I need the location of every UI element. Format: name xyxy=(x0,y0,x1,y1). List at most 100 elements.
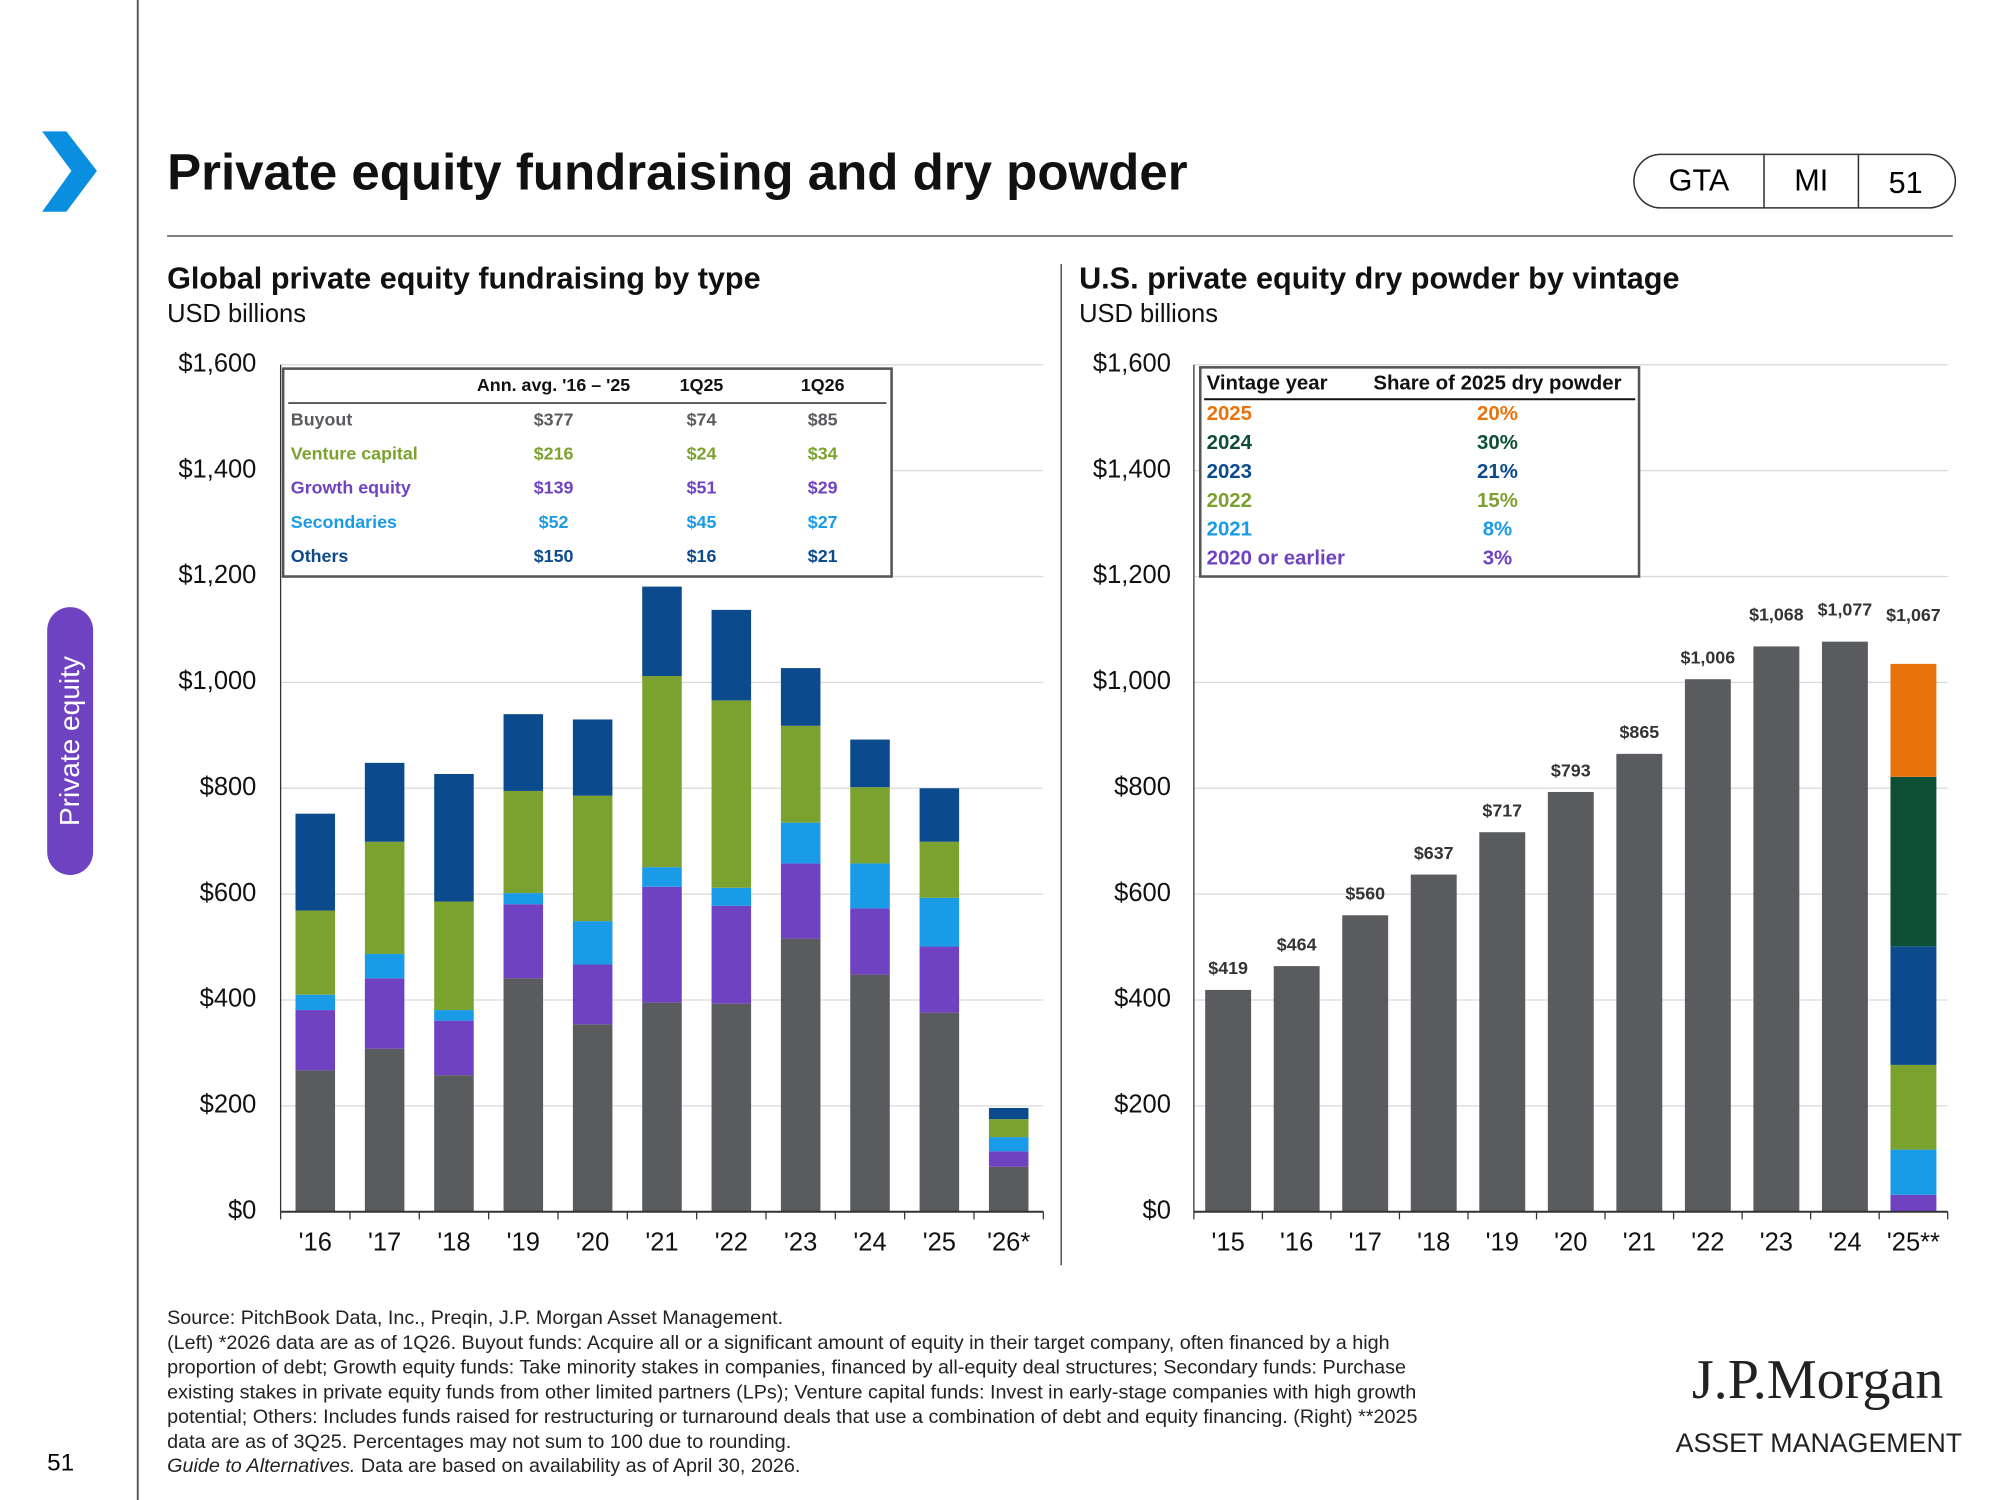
value-label: $1,006 xyxy=(1681,648,1736,668)
share-label: 8% xyxy=(1483,519,1512,541)
value-label: $1,077 xyxy=(1818,600,1873,620)
share-label: 21% xyxy=(1477,461,1518,483)
bar-segment xyxy=(434,773,474,902)
bar-segment xyxy=(1890,663,1937,777)
table-box xyxy=(1198,366,1641,578)
logo-name: J.P.Morgan xyxy=(1692,1349,1944,1411)
legend-label: Buyout xyxy=(291,410,353,430)
bar-segment xyxy=(364,1048,405,1212)
legend-label: 2020 or earlier xyxy=(1207,548,1345,570)
x-tick-label: '21 xyxy=(1623,1228,1656,1256)
bar xyxy=(1479,832,1526,1212)
logo-subtitle: ASSET MANAGEMENT xyxy=(1676,1428,1963,1458)
bar xyxy=(1753,646,1800,1212)
x-tick-label: '16 xyxy=(299,1228,332,1256)
bar-segment xyxy=(364,841,405,954)
bar-segment xyxy=(503,978,544,1212)
bar-segment xyxy=(642,1002,682,1212)
bar xyxy=(1342,915,1389,1212)
bar xyxy=(1205,989,1252,1212)
tag: GTA xyxy=(1669,163,1730,197)
x-tick-label: '24 xyxy=(1828,1228,1861,1256)
table-cell: $24 xyxy=(687,444,717,464)
bar-segment xyxy=(572,964,613,1025)
bar-segment xyxy=(434,1075,474,1212)
bar-segment xyxy=(503,904,544,979)
y-tick-label: $600 xyxy=(200,879,257,907)
bar-segment xyxy=(642,886,682,1003)
x-tick-label: '19 xyxy=(1486,1228,1519,1256)
legend-label: Others xyxy=(291,546,349,566)
bar-segment xyxy=(988,1151,1029,1167)
bar-segment xyxy=(503,893,544,905)
bar-segment xyxy=(364,978,405,1049)
x-tick-label: '26* xyxy=(987,1228,1030,1256)
legend-label: Secondaries xyxy=(291,512,397,532)
bar-segment xyxy=(1890,1064,1937,1150)
x-tick-label: '16 xyxy=(1280,1228,1313,1256)
y-tick-label: $1,200 xyxy=(178,561,256,589)
table-cell: $16 xyxy=(687,546,717,566)
y-tick-label: $1,400 xyxy=(178,455,256,483)
legend-label: 2025 xyxy=(1207,403,1252,425)
bar-segment xyxy=(1890,1149,1937,1195)
table-cell: $51 xyxy=(687,478,717,498)
bar-segment xyxy=(295,994,336,1011)
bar-segment xyxy=(919,841,960,898)
y-tick-label: $1,000 xyxy=(178,667,256,695)
footnote: potential; Others: Includes funds raised… xyxy=(167,1406,1417,1428)
bar xyxy=(1616,753,1663,1212)
table-cell: $85 xyxy=(808,410,838,430)
value-label: $464 xyxy=(1277,934,1317,954)
chart-subtitle: USD billions xyxy=(1079,300,1218,328)
chevron-icon xyxy=(42,131,97,212)
y-tick-label: $200 xyxy=(1114,1091,1171,1119)
table-header: 1Q25 xyxy=(680,375,724,395)
y-tick-label: $1,000 xyxy=(1093,667,1171,695)
x-tick-label: '24 xyxy=(853,1228,886,1256)
legend-label: 2023 xyxy=(1207,461,1252,483)
value-label: $793 xyxy=(1551,760,1591,780)
table-header: 1Q26 xyxy=(801,375,845,395)
legend-label: Venture capital xyxy=(291,444,418,464)
chart-title: Global private equity fundraising by typ… xyxy=(167,262,761,296)
table-cell: $52 xyxy=(539,512,569,532)
bar-segment xyxy=(850,908,890,975)
table-cell: $150 xyxy=(534,546,574,566)
y-tick-label: $0 xyxy=(1143,1196,1171,1224)
footnote: Guide to Alternatives. Data are based on… xyxy=(167,1455,800,1477)
tag-pill xyxy=(1633,153,1957,209)
y-tick-label: $1,600 xyxy=(178,350,256,378)
bar-segment xyxy=(780,668,821,726)
footnote: data are as of 3Q25. Percentages may not… xyxy=(167,1431,791,1453)
x-tick-label: '23 xyxy=(1760,1228,1793,1256)
legend-label: 2024 xyxy=(1207,432,1253,454)
share-label: 30% xyxy=(1477,432,1518,454)
page-number: 51 xyxy=(47,1450,74,1477)
bar-segment xyxy=(919,1012,960,1212)
x-tick-label: '19 xyxy=(507,1228,540,1256)
bar-segment xyxy=(780,863,821,939)
table-cell: $74 xyxy=(687,410,717,430)
y-tick-label: $800 xyxy=(200,773,257,801)
bar-segment xyxy=(988,1107,1029,1120)
table-cell: $29 xyxy=(808,478,838,498)
bar-segment xyxy=(988,1166,1029,1212)
table-cell: $34 xyxy=(808,444,838,464)
legend-label: 2021 xyxy=(1207,519,1252,541)
y-tick-label: $0 xyxy=(228,1196,256,1224)
bar-segment xyxy=(572,795,613,922)
legend-label: 2022 xyxy=(1207,490,1252,512)
value-label: $717 xyxy=(1482,801,1522,821)
table-header: Vintage year xyxy=(1207,372,1328,394)
value-label: $637 xyxy=(1414,843,1454,863)
x-tick-label: '25 xyxy=(923,1228,956,1256)
table-box xyxy=(281,367,893,578)
bar-segment xyxy=(1890,1194,1937,1212)
share-label: 20% xyxy=(1477,403,1518,425)
bar-segment xyxy=(780,725,821,823)
bar-segment xyxy=(572,719,613,796)
footnote-availability: Data are based on availability as of Apr… xyxy=(355,1455,800,1477)
bar-segment xyxy=(850,974,890,1212)
